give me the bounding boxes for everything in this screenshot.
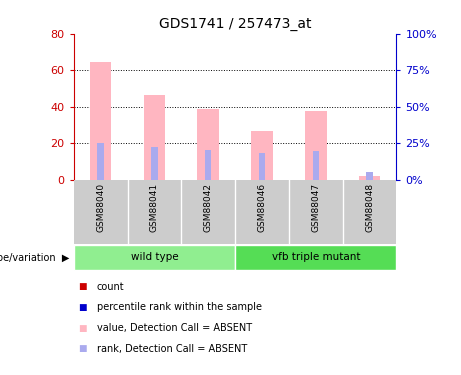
Text: ■: ■ xyxy=(78,324,87,333)
Text: GSM88046: GSM88046 xyxy=(258,183,266,232)
Bar xyxy=(97,144,104,180)
Bar xyxy=(235,245,396,270)
Text: rank, Detection Call = ABSENT: rank, Detection Call = ABSENT xyxy=(97,344,247,354)
Bar xyxy=(205,150,212,180)
Bar xyxy=(197,109,219,180)
Text: GSM88042: GSM88042 xyxy=(204,183,213,232)
Bar xyxy=(90,62,112,180)
Text: percentile rank within the sample: percentile rank within the sample xyxy=(97,303,262,312)
Title: GDS1741 / 257473_at: GDS1741 / 257473_at xyxy=(159,17,311,32)
Bar xyxy=(305,111,326,180)
Text: GSM88041: GSM88041 xyxy=(150,183,159,232)
Bar xyxy=(74,245,235,270)
Text: ■: ■ xyxy=(78,282,87,291)
Bar xyxy=(359,176,380,180)
Bar xyxy=(151,147,158,180)
Text: GSM88047: GSM88047 xyxy=(311,183,320,232)
Text: ■: ■ xyxy=(78,344,87,353)
Text: wild type: wild type xyxy=(130,252,178,262)
Text: ■: ■ xyxy=(78,303,87,312)
Text: GSM88048: GSM88048 xyxy=(365,183,374,232)
Bar xyxy=(259,153,265,180)
Text: count: count xyxy=(97,282,124,292)
Bar xyxy=(144,95,165,180)
Bar xyxy=(251,130,273,180)
Bar xyxy=(313,151,319,180)
Bar xyxy=(366,172,373,180)
Text: value, Detection Call = ABSENT: value, Detection Call = ABSENT xyxy=(97,323,252,333)
Text: vfb triple mutant: vfb triple mutant xyxy=(272,252,360,262)
Text: genotype/variation  ▶: genotype/variation ▶ xyxy=(0,253,69,263)
Text: GSM88040: GSM88040 xyxy=(96,183,105,232)
